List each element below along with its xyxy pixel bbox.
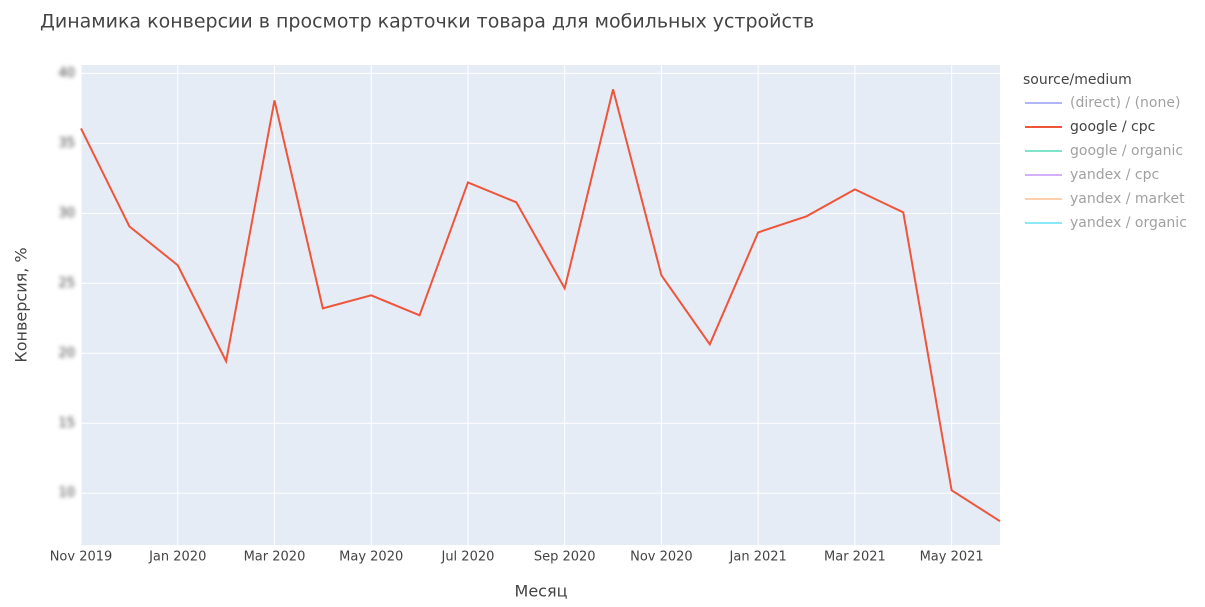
x-tick-label: Mar 2021 (824, 550, 886, 565)
x-tick-label: Nov 2020 (630, 550, 693, 565)
y-tick-label: 15 (58, 416, 75, 431)
x-tick-label: May 2020 (339, 550, 403, 565)
y-tick-label: 20 (58, 346, 75, 361)
x-tick-label: Mar 2020 (244, 550, 306, 565)
x-tick-label: Sep 2020 (534, 550, 596, 565)
x-tick-label: Nov 2019 (50, 550, 113, 565)
x-axis-label: Месяц (515, 582, 568, 601)
x-tick-label: Jan 2020 (148, 550, 206, 565)
y-tick-label: 35 (58, 136, 75, 151)
line-series (80, 89, 1001, 523)
chart-title: Динамика конверсии в просмотр карточки т… (40, 11, 814, 33)
y-axis-label: Конверсия, % (12, 247, 31, 362)
x-tick-label: Jul 2020 (440, 550, 494, 565)
y-tick-label: 40 (58, 66, 75, 81)
x-tick-label: Jan 2021 (729, 550, 787, 565)
legend-title: source/medium (1023, 72, 1132, 88)
plot-area (81, 65, 1000, 545)
y-tick-label: 10 (58, 486, 75, 501)
legend-label[interactable]: yandex / cpc (1070, 167, 1159, 183)
legend-label[interactable]: yandex / organic (1070, 215, 1187, 231)
legend-label[interactable]: yandex / market (1070, 191, 1185, 207)
y-tick-label: 25 (58, 276, 75, 291)
y-tick-label: 30 (58, 206, 75, 221)
legend-label[interactable]: google / cpc (1070, 119, 1155, 135)
legend-label[interactable]: google / organic (1070, 143, 1183, 159)
x-tick-label: May 2021 (920, 550, 984, 565)
legend-label[interactable]: (direct) / (none) (1070, 95, 1180, 111)
